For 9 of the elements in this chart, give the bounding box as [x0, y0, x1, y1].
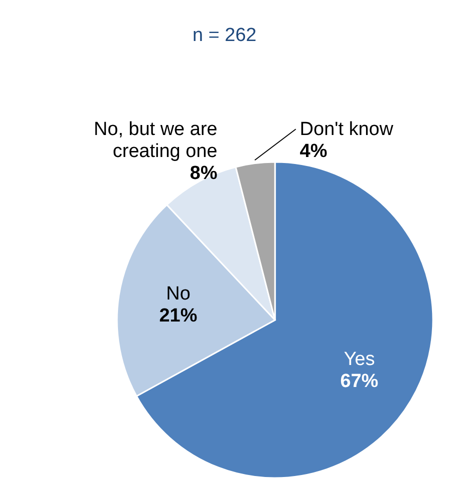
- data-label: 4%: [300, 141, 328, 162]
- slice-label: No, but we are creating one: [94, 118, 218, 162]
- slice-label: Yes: [344, 348, 375, 370]
- data-label: 8%: [190, 162, 218, 184]
- chart-title: n = 262: [192, 25, 256, 46]
- slice-label: Don't know: [300, 119, 394, 140]
- data-label: 21%: [159, 306, 198, 327]
- data-label: 67%: [340, 370, 378, 392]
- slice-label: No: [166, 284, 190, 305]
